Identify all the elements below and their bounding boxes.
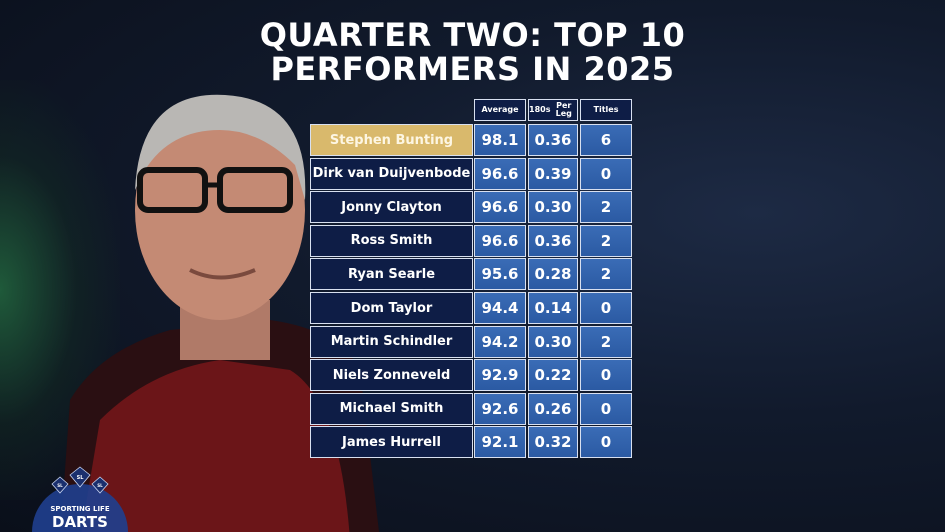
cell-titles: 2 [580, 224, 632, 257]
cell-titles: 2 [580, 325, 632, 358]
cell-average: 92.1 [474, 426, 526, 459]
cell-titles: 0 [580, 157, 632, 190]
column-header: Average [474, 99, 526, 121]
cell-titles: 0 [580, 392, 632, 425]
cell-per-leg: 0.32 [528, 426, 578, 459]
cell-titles: 6 [580, 124, 632, 156]
column-header-text: Average [481, 105, 519, 114]
cell-titles: 0 [580, 426, 632, 459]
cell-titles: 0 [580, 292, 632, 324]
cell-titles: 0 [580, 359, 632, 392]
title-line-1: QUARTER TWO: TOP 10 [259, 16, 686, 54]
player-name: Ross Smith [310, 224, 473, 257]
cell-average: 95.6 [474, 258, 526, 291]
player-name: Dirk van Duijvenbode [310, 157, 473, 190]
svg-text:SL: SL [97, 483, 103, 488]
player-name: Ryan Searle [310, 258, 473, 291]
cell-per-leg: 0.30 [528, 325, 578, 358]
player-name: James Hurrell [310, 426, 473, 459]
player-name: Niels Zonneveld [310, 359, 473, 392]
page-title: QUARTER TWO: TOP 10 PERFORMERS IN 2025 [0, 18, 945, 86]
player-name: Jonny Clayton [310, 191, 473, 224]
cell-per-leg: 0.22 [528, 359, 578, 392]
cell-per-leg: 0.30 [528, 191, 578, 224]
cell-average: 96.6 [474, 191, 526, 224]
column-header-text: Per Leg [555, 101, 572, 118]
cell-average: 92.9 [474, 359, 526, 392]
cell-average: 94.2 [474, 325, 526, 358]
cell-average: 96.6 [474, 157, 526, 190]
column-header: Titles [580, 99, 632, 121]
player-name: Martin Schindler [310, 325, 473, 358]
column-header-text: Titles [593, 105, 619, 114]
cell-per-leg: 0.36 [528, 224, 578, 257]
cell-average: 92.6 [474, 392, 526, 425]
player-name: Michael Smith [310, 392, 473, 425]
player-photo [60, 94, 380, 532]
player-name: Stephen Bunting [310, 124, 473, 156]
cell-per-leg: 0.14 [528, 292, 578, 324]
cell-average: 96.6 [474, 224, 526, 257]
cell-average: 98.1 [474, 124, 526, 156]
cell-per-leg: 0.26 [528, 392, 578, 425]
cell-per-leg: 0.28 [528, 258, 578, 291]
title-line-2: PERFORMERS IN 2025 [270, 50, 675, 88]
cell-titles: 2 [580, 258, 632, 291]
cell-per-leg: 0.39 [528, 157, 578, 190]
svg-text:DARTS: DARTS [52, 513, 108, 531]
svg-text:SL: SL [77, 475, 85, 481]
cell-average: 94.4 [474, 292, 526, 324]
svg-text:SPORTING LIFE: SPORTING LIFE [50, 505, 109, 513]
cell-titles: 2 [580, 191, 632, 224]
player-name: Dom Taylor [310, 292, 473, 324]
column-header-text: 180s [529, 105, 551, 114]
svg-text:SL: SL [57, 483, 63, 488]
sporting-life-darts-logo: SL SL SL SPORTING LIFE DARTS [32, 466, 128, 532]
column-header: 180s Per Leg [528, 99, 578, 121]
cell-per-leg: 0.36 [528, 124, 578, 156]
